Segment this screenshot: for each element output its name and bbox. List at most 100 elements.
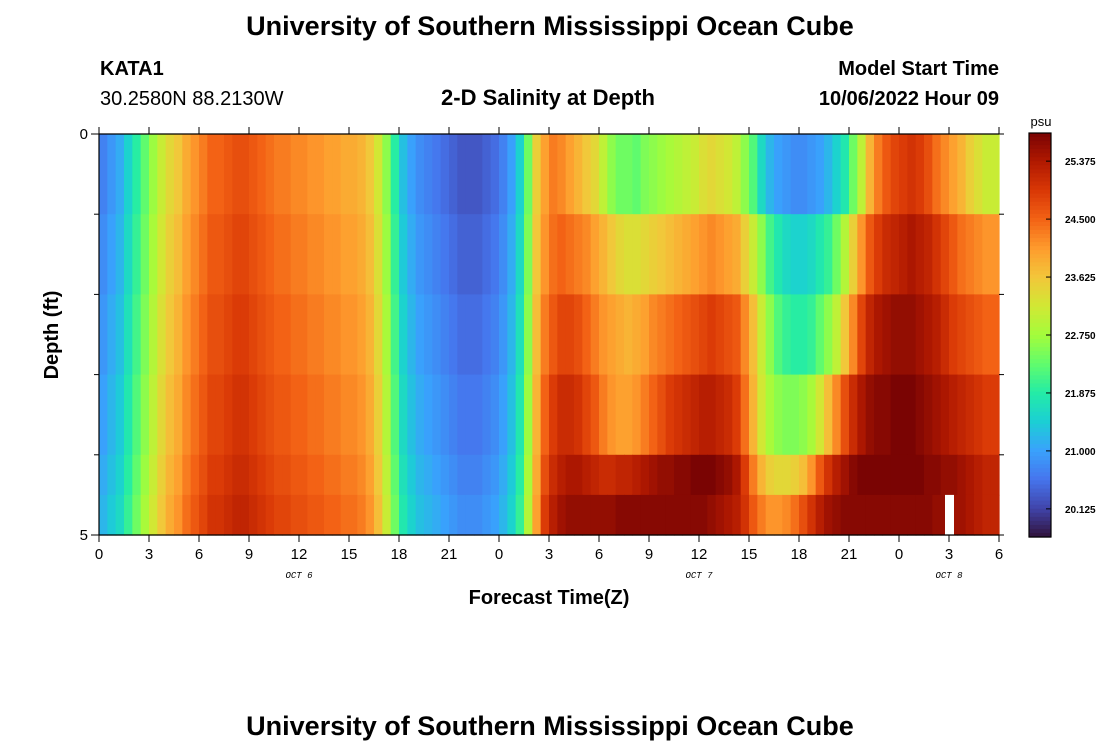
heatmap-cell — [432, 294, 442, 376]
heatmap-cell — [124, 374, 133, 456]
heatmap-cell — [174, 134, 183, 215]
heatmap-cell — [890, 294, 900, 376]
heatmap-cell — [499, 294, 508, 376]
heatmap-cell — [982, 374, 992, 456]
heatmap-cell — [957, 494, 967, 536]
heatmap-cell — [140, 374, 150, 456]
heatmap-cell — [715, 134, 725, 215]
heatmap-cell — [499, 214, 508, 295]
colorbar-segment — [1029, 512, 1051, 518]
heatmap-cell — [507, 454, 517, 496]
heatmap-cell — [790, 374, 800, 456]
heatmap-cell — [990, 214, 1000, 295]
heatmap-cell — [799, 374, 808, 456]
heatmap-cell — [207, 494, 217, 536]
heatmap-cell — [399, 294, 408, 376]
heatmap-cell — [824, 454, 833, 496]
colorbar-segment — [1029, 266, 1051, 271]
heatmap-cell — [407, 214, 417, 295]
heatmap-cell — [157, 214, 167, 295]
colorbar-segment — [1029, 488, 1051, 494]
station-id: KATA1 — [100, 58, 164, 80]
colorbar-segment — [1029, 335, 1051, 340]
heatmap-cell — [557, 374, 567, 456]
colorbar-segment — [1029, 310, 1051, 316]
heatmap-cell — [790, 294, 800, 376]
colorbar-segment — [1029, 508, 1051, 514]
heatmap-cell — [324, 374, 333, 456]
heatmap-cell — [399, 214, 408, 295]
heatmap-cell — [199, 494, 208, 536]
colorbar-segment — [1029, 282, 1051, 288]
heatmap-cell — [640, 294, 650, 376]
heatmap-cell — [215, 454, 225, 496]
heatmap-cell — [949, 294, 958, 376]
x-tick-label: 3 — [945, 546, 953, 563]
heatmap-cell — [932, 494, 942, 536]
heatmap-cell — [849, 134, 858, 215]
colorbar-segment — [1029, 181, 1051, 187]
heatmap-cell — [715, 454, 725, 496]
x-tick-label: 15 — [741, 546, 758, 563]
heatmap-cell — [915, 214, 925, 295]
heatmap-cell — [632, 494, 642, 536]
heatmap-cell — [132, 374, 142, 456]
colorbar-tick-label: 21.875 — [1065, 389, 1096, 400]
heatmap-cell — [340, 494, 350, 536]
colorbar-segment — [1029, 431, 1051, 437]
heatmap-cell — [507, 134, 517, 215]
heatmap-cell — [824, 294, 833, 376]
heatmap-cell — [865, 214, 875, 295]
heatmap-cell — [474, 214, 483, 295]
heatmap-cell — [674, 294, 683, 376]
y-tick-label: 5 — [80, 527, 88, 544]
heatmap-cell — [532, 294, 542, 376]
heatmap-cell — [140, 294, 150, 376]
heatmap-cell — [924, 134, 933, 215]
heatmap-cell — [182, 494, 192, 536]
model-start-label: Model Start Time — [838, 58, 999, 80]
heatmap-cell — [407, 374, 417, 456]
heatmap-cell — [949, 134, 958, 215]
heatmap-cell — [657, 494, 667, 536]
chart-subtitle: 2-D Salinity at Depth — [441, 85, 655, 110]
heatmap-cell — [915, 134, 925, 215]
heatmap-cell — [782, 374, 792, 456]
heatmap-cell — [907, 214, 917, 295]
heatmap-cell — [690, 294, 700, 376]
heatmap-cell — [890, 454, 900, 496]
heatmap-cell — [974, 134, 983, 215]
heatmap-cell — [432, 214, 442, 295]
date-label: OCT 6 — [285, 571, 313, 581]
heatmap-cell — [674, 214, 683, 295]
heatmap-cell — [599, 214, 608, 295]
heatmap-cell — [515, 134, 525, 215]
colorbar-segment — [1029, 363, 1051, 368]
heatmap-cell — [990, 454, 1000, 496]
heatmap-cell — [965, 374, 975, 456]
heatmap-cell — [274, 494, 283, 536]
heatmap-cell — [432, 134, 442, 215]
x-tick-label: 21 — [841, 546, 858, 563]
heatmap-cell — [540, 294, 550, 376]
heatmap-cell — [815, 454, 825, 496]
colorbar-segment — [1029, 415, 1051, 421]
heatmap-cell — [507, 494, 517, 536]
heatmap-cell — [140, 214, 150, 295]
heatmap-cell — [965, 294, 975, 376]
heatmap-cell — [490, 374, 500, 456]
colorbar-segment — [1029, 242, 1051, 247]
heatmap-cell — [774, 214, 783, 295]
heatmap-cell — [715, 374, 725, 456]
heatmap-cell — [924, 494, 933, 536]
heatmap-cell — [632, 134, 642, 215]
heatmap-cell — [590, 374, 600, 456]
colorbar-segment — [1029, 460, 1051, 465]
heatmap-cell — [624, 214, 633, 295]
heatmap-cell — [440, 294, 450, 376]
heatmap-cell — [215, 214, 225, 295]
heatmap-cell — [457, 374, 467, 456]
heatmap-cell — [224, 494, 233, 536]
y-tick-label: 0 — [80, 126, 88, 143]
heatmap-cell — [649, 454, 658, 496]
